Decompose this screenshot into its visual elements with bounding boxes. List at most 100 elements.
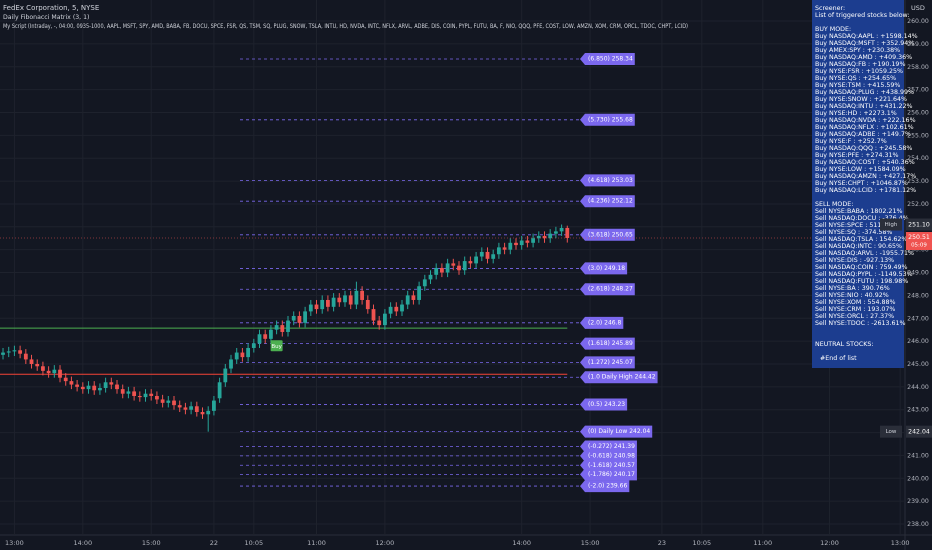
fib-label: (0.5) 243.23 [580, 398, 628, 411]
candle-body [417, 286, 421, 300]
candle-body [405, 295, 410, 305]
candle-body [12, 350, 17, 352]
screener-line: Sell NYSE:NIO : 40.92% [815, 292, 889, 299]
fib-label: (-0.618) 240.98 [580, 449, 637, 462]
price-tag-box [906, 218, 932, 231]
screener-line: Buy NASDAQ:LCID : +1781.12% [815, 187, 916, 194]
screener-line: Buy NYSE:LOW : +1584.09% [815, 166, 906, 173]
screener-line: Sell NASDAQ:DOCU : -376.4% [815, 215, 909, 222]
fib-label-text: (4.236) 252.12 [588, 198, 633, 205]
candle-body [496, 247, 501, 255]
candle-body [536, 235, 541, 239]
price-tag-note-box [880, 218, 902, 231]
candle-body [80, 386, 85, 390]
candle-body [246, 347, 251, 358]
fib-label-box [580, 480, 630, 493]
fib-label-text: (1.272) 245.07 [588, 359, 633, 366]
candle-body [462, 261, 467, 271]
screener-line: Sell NASDAQ:FUTU : 198.98% [815, 278, 908, 285]
x-tick-label: 22 [210, 539, 218, 547]
screener-line: Sell NASDAQ:TSLA : 154.62% [815, 236, 907, 243]
candle-body [18, 350, 23, 354]
candle-body [240, 352, 245, 358]
y-tick-label: 259.00 [907, 41, 929, 48]
y-tick-label: 253.00 [907, 178, 929, 185]
fib-label-box [580, 195, 635, 208]
candle-body [514, 242, 518, 246]
fib-label-box [580, 425, 653, 438]
fib-label-text: (-0.618) 240.98 [588, 452, 635, 459]
screener-line: Buy NYSE:TSM : +415.59% [815, 82, 900, 89]
screener-line: Buy NASDAQ:INTU : +431.22% [815, 103, 913, 110]
candle-body [69, 381, 74, 385]
x-tick-label: 11:00 [753, 539, 772, 547]
candle-body [63, 377, 68, 382]
fib-label-text: (6.850) 258.34 [588, 55, 633, 62]
fib-label: (4.618) 253.03 [580, 174, 635, 187]
price-tag-label: 250.51 [908, 234, 930, 241]
candle-body [365, 299, 370, 310]
price-tag-label: 251.10 [908, 222, 930, 229]
y-tick-label: 238.00 [907, 521, 929, 528]
screener-line: Sell NASDAQ:COIN : 759.49% [815, 264, 907, 271]
screener-line: Sell NYSE:BA : 390.76% [815, 285, 890, 292]
plot: (6.850) 258.34 (5.730) 255.68 (4.618) 253.… [0, 52, 905, 493]
y-tick-label: 256.00 [907, 109, 929, 116]
screener-line: Screener: [815, 5, 845, 12]
y-tick-label: 254.00 [907, 155, 929, 162]
fib-label: (-1.618) 240.57 [580, 459, 637, 472]
screener-line: Sell NYSE:ORCL : 27.37% [815, 313, 894, 320]
candle-body [474, 256, 478, 264]
fib-label-text: (0.5) 243.23 [588, 401, 625, 408]
y-tick-label: 255.00 [907, 132, 929, 139]
fib-label-box [580, 371, 658, 384]
x-tick-label: 12:00 [820, 539, 839, 547]
fib-label: (2.0) 246.8 [580, 316, 624, 329]
y-tick-label: 257.00 [907, 87, 929, 94]
screener-line: Buy NASDAQ:COST : +540.36% [815, 159, 915, 166]
fib-label-text: (3.0) 249.18 [588, 265, 625, 272]
candle-body [189, 406, 194, 410]
screener-line: Buy NASDAQ:AMZN : +427.17% [815, 173, 916, 180]
candle-body [291, 315, 296, 321]
candle-body [314, 304, 319, 310]
price-tag-note: High [885, 222, 898, 228]
candle-body [223, 368, 228, 383]
signal-box [270, 340, 283, 352]
fib-label: (3.618) 250.65 [580, 228, 635, 241]
fib-label-box [580, 113, 635, 126]
x-tick-label: 14:00 [512, 539, 531, 547]
candle-body [400, 304, 404, 312]
candle-body [383, 313, 387, 326]
fib-label: (1.618) 245.89 [580, 337, 635, 350]
x-tick-label: 13:00 [5, 539, 24, 547]
screener-line: Sell NYSE:BABA : 1802.21% [815, 208, 902, 215]
screener-line: Buy NYSE:QS : +254.65% [815, 75, 896, 82]
candle-body [257, 334, 262, 344]
candle-body [388, 306, 393, 314]
candle-body [23, 353, 28, 360]
screener-line: Sell NASDAQ:ARVL : -1955.71% [815, 250, 914, 257]
screener-line: Sell NYSE:SQ : -374.58% [815, 229, 892, 236]
fib-label-box [580, 449, 637, 462]
y-tick-label: 258.00 [907, 64, 929, 71]
fib-label: (-2.0) 239.66 [580, 480, 630, 493]
fib-label-box [580, 398, 628, 411]
fib-label-box [580, 440, 637, 453]
y-tick-label: 244.00 [907, 384, 929, 391]
screener-line: Sell NYSE:DIS : -927.13% [815, 257, 894, 264]
screener-line: Buy NYSE:FSR : +1059.25% [815, 68, 903, 75]
y-tick-label: 247.00 [907, 315, 929, 322]
fib-label-text: (-1.786) 240.17 [588, 471, 635, 478]
fib-label: (5.730) 255.68 [580, 113, 635, 126]
fib-label-text: (2.0) 246.8 [588, 319, 621, 326]
candle-body [41, 366, 45, 371]
candle-body [502, 247, 507, 250]
script-title: My Script (Intraday, -, 04:00, 0935-1000… [3, 23, 688, 30]
price-tag-box [906, 232, 932, 251]
candle-body [98, 387, 102, 391]
candle-body [531, 238, 535, 243]
screener: Screener:List of triggered stocks below:… [815, 5, 918, 362]
candle-body [35, 363, 40, 367]
candle-body [286, 320, 290, 332]
